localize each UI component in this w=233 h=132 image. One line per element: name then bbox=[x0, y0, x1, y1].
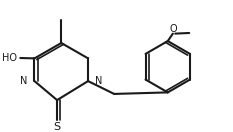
Text: S: S bbox=[54, 122, 61, 132]
Text: HO: HO bbox=[2, 53, 17, 63]
Text: O: O bbox=[169, 24, 177, 34]
Text: N: N bbox=[20, 76, 27, 86]
Text: N: N bbox=[95, 76, 103, 86]
